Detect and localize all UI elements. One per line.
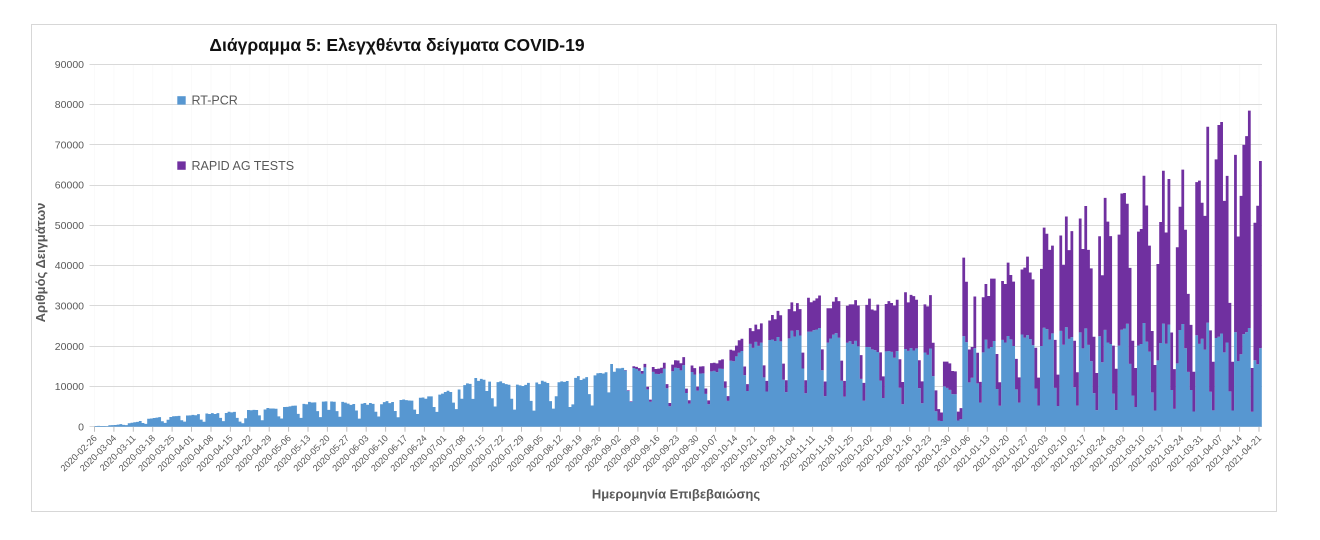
- svg-text:90000: 90000: [55, 59, 84, 71]
- svg-text:50000: 50000: [55, 220, 84, 232]
- svg-text:70000: 70000: [55, 139, 84, 151]
- svg-text:Αριθμός Δειγμάτων: Αριθμός Δειγμάτων: [33, 203, 48, 323]
- svg-text:80000: 80000: [55, 99, 84, 111]
- svg-text:30000: 30000: [55, 301, 84, 313]
- svg-text:RT-PCR: RT-PCR: [192, 94, 238, 108]
- svg-text:40000: 40000: [55, 260, 84, 272]
- svg-text:20000: 20000: [55, 341, 84, 353]
- svg-text:60000: 60000: [55, 180, 84, 192]
- svg-text:Ημερομηνία Επιβεβαιώσης: Ημερομηνία Επιβεβαιώσης: [592, 487, 761, 502]
- svg-text:10000: 10000: [55, 381, 84, 393]
- svg-text:Διάγραμμα 5: Ελεγχθέντα δείγμα: Διάγραμμα 5: Ελεγχθέντα δείγματα COVID-1…: [209, 35, 584, 55]
- svg-text:0: 0: [78, 421, 84, 433]
- svg-text:RAPID AG TESTS: RAPID AG TESTS: [192, 159, 295, 173]
